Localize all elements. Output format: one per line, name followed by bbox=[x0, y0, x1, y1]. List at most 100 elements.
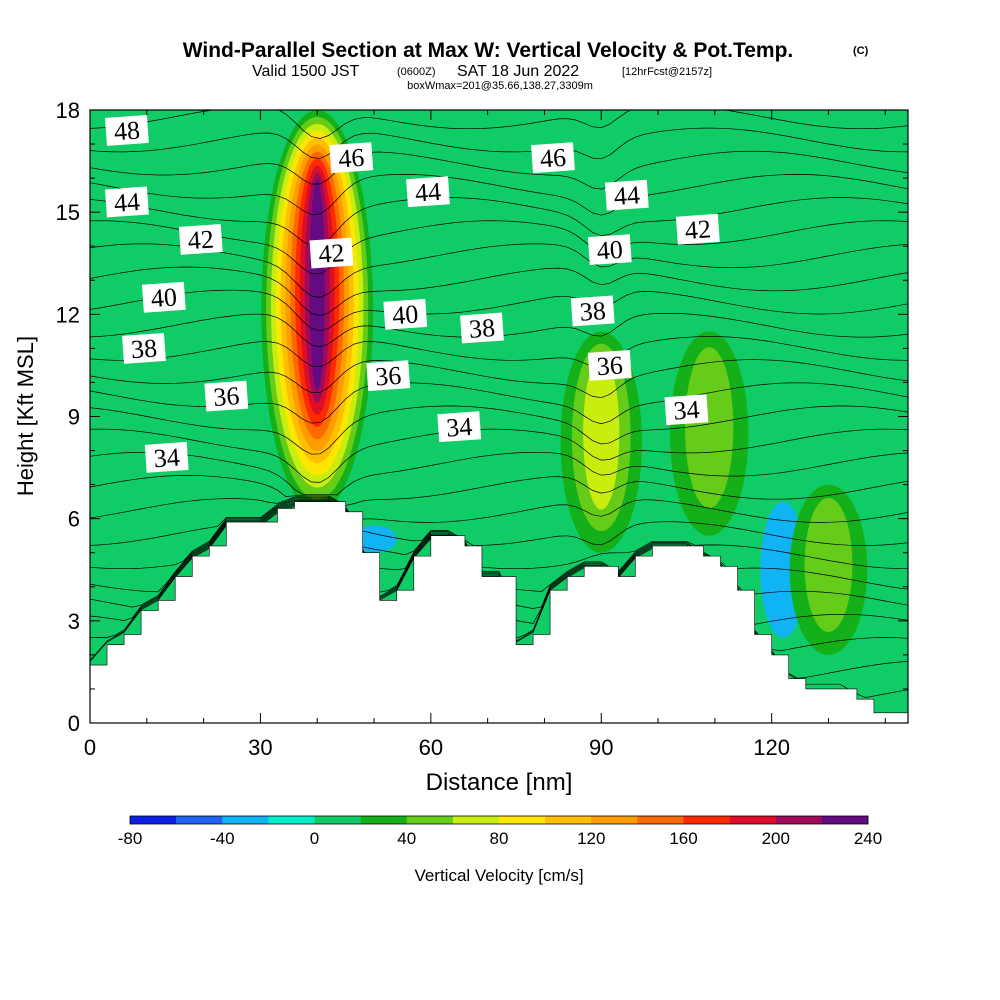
theta-label-box bbox=[406, 176, 450, 208]
y-tick-label: 12 bbox=[56, 302, 80, 327]
theta-contour-line bbox=[90, 497, 908, 546]
box-info: boxWmax=201@35.66,138.27,3309m bbox=[407, 80, 593, 92]
x-tick-label: 60 bbox=[419, 735, 443, 760]
theta-contour-line bbox=[90, 359, 908, 399]
theta-label-8: 42 bbox=[309, 237, 354, 269]
colorbar-swatch bbox=[821, 816, 869, 824]
colorbar-swatch bbox=[683, 816, 730, 824]
theta-label-text: 36 bbox=[212, 381, 240, 412]
theta-label-text: 42 bbox=[187, 225, 215, 256]
theta-contour-line bbox=[90, 428, 908, 483]
theta-label-box bbox=[570, 295, 615, 327]
theta-label-box bbox=[675, 213, 720, 245]
theta-label-box bbox=[366, 360, 411, 392]
colorbar-tick-label: 120 bbox=[577, 829, 605, 848]
theta-label-10: 40 bbox=[383, 298, 428, 330]
theta-label-text: 46 bbox=[337, 143, 365, 174]
theta-label-box bbox=[204, 380, 249, 412]
theta-contour-line bbox=[90, 174, 908, 216]
theta-contour-line bbox=[90, 127, 908, 160]
valid-line: Valid 1500 JST (0600Z) SAT 18 Jun 2022 [… bbox=[252, 63, 712, 80]
colorbar-tick-label: -40 bbox=[210, 829, 235, 848]
updraft-3 bbox=[789, 484, 868, 655]
theta-label-9: 44 bbox=[406, 176, 450, 208]
y-tick-label: 3 bbox=[68, 609, 80, 634]
theta-label-box bbox=[309, 237, 354, 269]
theta-contour-line bbox=[90, 197, 908, 247]
theta-label-11: 36 bbox=[366, 360, 411, 392]
theta-label-text: 44 bbox=[414, 177, 442, 208]
valid-date: SAT 18 Jun 2022 bbox=[457, 63, 579, 80]
theta-label-17: 38 bbox=[570, 295, 615, 327]
theta-label-box bbox=[144, 441, 189, 473]
theta-label-text: 38 bbox=[579, 296, 607, 327]
theta-label-text: 40 bbox=[150, 282, 178, 313]
y-tick-label: 9 bbox=[68, 405, 80, 430]
theta-label-text: 40 bbox=[596, 235, 624, 266]
y-axis-label: Height [Kft MSL] bbox=[13, 336, 38, 496]
theta-contour-line bbox=[90, 150, 908, 190]
y-tick-label: 6 bbox=[68, 507, 80, 532]
theta-label-box bbox=[531, 142, 575, 174]
theta-label-box bbox=[664, 394, 709, 426]
theta-label-13: 34 bbox=[437, 411, 482, 443]
theta-label-14: 46 bbox=[531, 142, 575, 174]
theta-label-text: 44 bbox=[113, 187, 141, 218]
theta-label-box bbox=[141, 281, 186, 313]
theta-label-text: 36 bbox=[596, 351, 624, 382]
theta-contour-line bbox=[90, 475, 908, 506]
x-tick-label: 120 bbox=[753, 735, 790, 760]
theta-label-text: 40 bbox=[391, 299, 419, 330]
theta-label-box bbox=[104, 115, 149, 146]
colorbar-swatch bbox=[499, 816, 546, 824]
y-tick-label: 18 bbox=[56, 98, 80, 123]
theta-contour-line bbox=[90, 498, 908, 570]
colorbar: -80 -40 0 40 80 120 160 200 240 bbox=[118, 815, 882, 848]
colorbar-swatch bbox=[360, 816, 408, 824]
theta-contour-line bbox=[90, 336, 908, 368]
theta-label-text: 36 bbox=[374, 361, 402, 392]
theta-label-text: 44 bbox=[613, 180, 641, 211]
colorbar-swatch bbox=[406, 816, 454, 824]
colorbar-tick-label: -80 bbox=[118, 829, 143, 848]
x-tick-label: 30 bbox=[248, 735, 272, 760]
colorbar-swatch bbox=[775, 816, 823, 824]
y-tick-label: 0 bbox=[68, 711, 80, 736]
theta-contour-line bbox=[90, 266, 908, 317]
theta-label-2: 42 bbox=[178, 223, 223, 256]
theta-contour-line bbox=[90, 451, 908, 496]
theta-label-box bbox=[329, 142, 374, 174]
theta-label-box bbox=[460, 312, 504, 344]
theta-contour-line bbox=[90, 243, 908, 298]
theta-label-box bbox=[178, 223, 223, 255]
theta-label-box bbox=[604, 179, 649, 211]
updraft-1 bbox=[560, 331, 642, 553]
updraft-level bbox=[309, 179, 325, 391]
theta-label-12: 38 bbox=[460, 312, 504, 344]
theta-label-16: 40 bbox=[587, 234, 632, 266]
velocity-field bbox=[261, 110, 868, 655]
terrain bbox=[90, 501, 908, 723]
theta-label-18: 36 bbox=[587, 349, 632, 382]
theta-label-1: 44 bbox=[104, 186, 149, 218]
y-tick-label: 15 bbox=[56, 200, 80, 225]
theta-contour-labels: 48 44 42 40 38 36 34 46 42 44 40 36 38 34 46 44 40 38 36 42… bbox=[104, 115, 720, 473]
theta-label-text: 38 bbox=[130, 334, 158, 365]
theta-label-20: 34 bbox=[664, 394, 709, 426]
x-tick-label: 0 bbox=[84, 735, 96, 760]
theta-contour-line bbox=[90, 289, 908, 332]
theta-label-text: 34 bbox=[445, 412, 473, 443]
colorbar-tick-label: 80 bbox=[490, 829, 509, 848]
colorbar-tick-label: 0 bbox=[310, 829, 319, 848]
theta-contour-line bbox=[90, 496, 908, 523]
colorbar-swatch bbox=[130, 816, 177, 824]
theta-contour-line bbox=[90, 220, 908, 275]
colorbar-frame bbox=[129, 815, 869, 825]
valid-time: Valid 1500 JST bbox=[252, 63, 360, 80]
theta-label-15: 44 bbox=[604, 179, 649, 211]
theta-label-5: 36 bbox=[204, 380, 249, 412]
theta-label-text: 46 bbox=[539, 143, 567, 174]
